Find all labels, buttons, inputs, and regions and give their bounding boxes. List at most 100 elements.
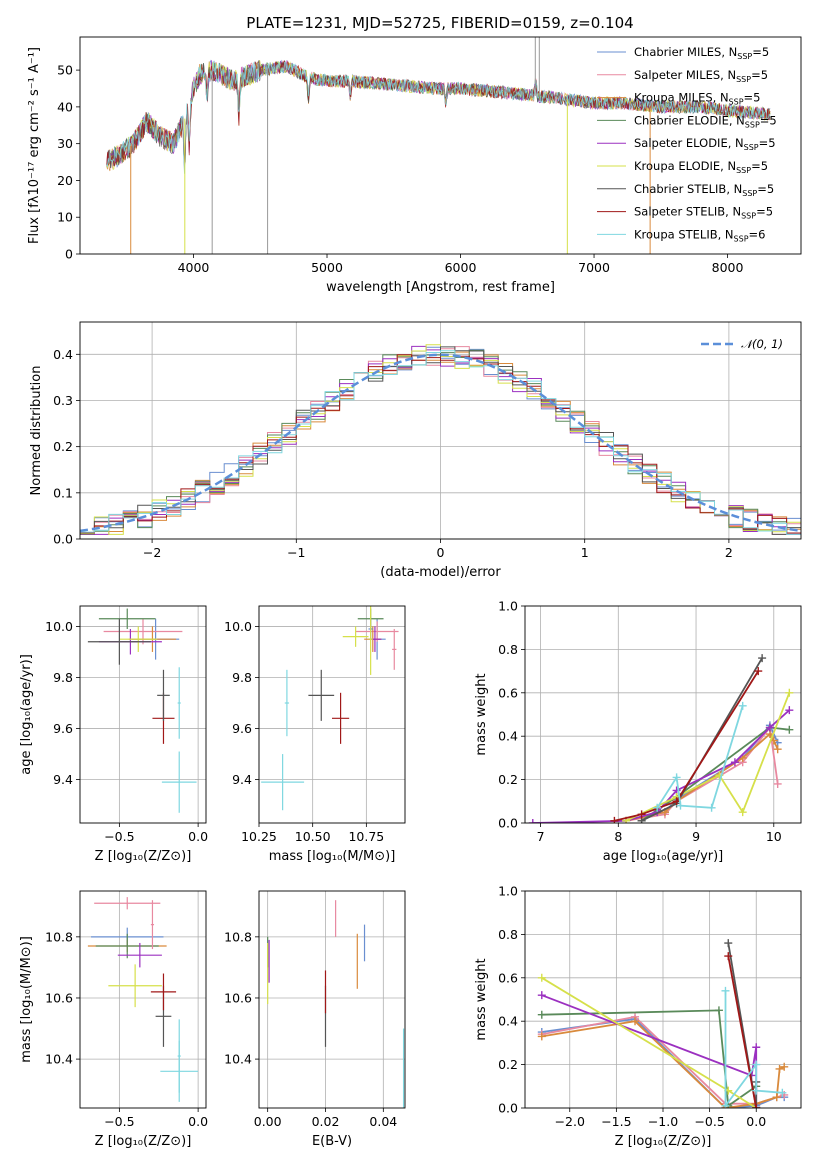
mass-weight-line [625,692,791,822]
y-axis-label: Normed distribution [29,366,44,496]
legend-count: =5 [752,45,769,59]
data-point-marker [537,1010,546,1019]
x-tick-label: −1.0 [648,1114,678,1129]
y-tick-label: 30 [57,136,73,151]
legend-label: Kroupa MILES, N [634,91,729,105]
legend-entry: Kroupa ELODIE, NSSP=5 [634,159,768,175]
data-point-marker [738,701,747,710]
y-tick-label: 10.4 [45,1052,73,1067]
data-point-marker [721,986,730,995]
axes-frame [79,321,802,540]
mass-weight-line [532,709,790,823]
data-point-marker [676,801,685,810]
axes-frame [79,890,207,1109]
legend-count: =5 [757,182,774,196]
y-tick-label: 0.2 [53,439,73,454]
plot-area [106,37,771,254]
legend-count: =5 [760,113,777,127]
plot-area [528,654,794,823]
x-tick-label: 0 [437,545,445,560]
y-tick-label: 0.2 [498,1057,518,1072]
data-point-marker [724,952,733,961]
y-axis-label: Flux [fλ10⁻¹⁷ erg cm⁻² s⁻¹ A⁻¹] [27,47,42,244]
histogram-step [80,346,801,535]
spectrum-line [106,61,771,174]
data-point-marker [610,816,619,823]
axes-frame [79,36,802,255]
axes-frame [524,890,802,1109]
y-tick-label: 1.0 [498,884,518,899]
x-tick-label: 10 [766,829,782,844]
x-axis-label: wavelength [Angstrom, rest frame] [326,280,555,295]
y-tick-label: 9.8 [232,670,252,685]
mass-weight-line [727,955,758,1108]
data-point-marker [780,1062,789,1071]
data-point-marker [785,706,794,715]
mass-weight-vs-z-panel: −2.0 −1.5 −1.0 −0.5 0.0 0.0 0.2 0.4 0.6 0.8 1.0 Z [… [474,884,802,1149]
x-tick-label: 0.0 [188,829,208,844]
y-tick-label: 9.4 [232,772,252,787]
x-tick-label: 4000 [178,260,210,275]
legend-count: =5 [751,159,768,173]
legend-count: =5 [756,205,773,219]
y-tick-label: 0.6 [498,685,518,700]
data-point-marker [758,654,767,663]
legend-label: Salpeter STELIB, N [634,205,741,219]
x-axis-label: mass [log₁₀(M/M⊙)] [269,849,396,864]
y-tick-label: 0 [65,247,73,262]
spectrum-panel: 4000 5000 6000 7000 8000 0 10 20 30 40 50 wavelengt… [27,36,802,295]
axes-frame [258,890,406,1109]
legend-label: Kroupa ELODIE, N [634,159,736,173]
data-point-marker [637,810,646,819]
legend-label: Chabrier ELODIE, N [634,113,745,127]
x-axis-label: age [log₁₀(age/yr)] [603,849,724,864]
x-tick-label: −0.5 [104,829,134,844]
legend-entry: Kroupa MILES, NSSP=5 [634,91,760,107]
x-tick-label: −1 [287,545,305,560]
data-point-marker [775,1064,784,1073]
legend-entry: Salpeter STELIB, NSSP=5 [634,205,773,221]
y-tick-label: 10.0 [45,619,73,634]
y-axis-label: mass [log₁₀(M/M⊙)] [19,936,34,1063]
x-tick-label: 0.00 [254,1114,282,1129]
y-tick-label: 10.8 [224,929,252,944]
x-tick-label: 0.0 [746,1114,766,1129]
legend-label: Chabrier STELIB, N [634,182,742,196]
x-tick-label: 7 [537,829,545,844]
mass-weight-line [541,1009,757,1108]
y-tick-label: 9.4 [53,772,73,787]
data-point-marker [528,819,537,823]
y-tick-label: 20 [57,173,73,188]
legend-subscript: SSP [744,143,759,152]
legend-entry: Salpeter MILES, NSSP=5 [634,68,768,84]
mass-weight-line [641,657,763,822]
data-point-marker [714,1006,723,1015]
x-tick-label: 2 [725,545,733,560]
data-point-marker [721,1101,730,1108]
data-point-marker [752,1104,761,1108]
mass-vs-z-panel: −0.5 0.0 10.4 10.6 10.8 Z [log₁₀(Z/Z⊙)] mass [… [19,890,208,1149]
x-tick-label: 9 [692,829,700,844]
x-tick-label: 6000 [445,260,477,275]
x-tick-label: 10.75 [348,829,384,844]
x-tick-label: 8 [614,829,622,844]
data-point-marker [707,803,716,812]
y-tick-label: 0.3 [53,393,73,408]
y-axis-label: mass weight [474,673,489,755]
x-axis-label: E(B-V) [312,1134,352,1149]
figure-title: PLATE=1231, MJD=52725, FIBERID=0159, z=0… [246,14,633,32]
data-point-marker [754,667,763,676]
x-tick-label: 8000 [712,260,744,275]
y-tick-label: 0.8 [498,642,518,657]
axes-frame [258,605,406,824]
legend-count: =6 [749,227,766,241]
y-tick-label: 0.1 [53,485,73,500]
data-point-marker [778,1088,787,1097]
mass-weight-vs-age-panel: 7 8 9 10 0.0 0.2 0.4 0.6 0.8 1.0 age [log₁₀(age/yr… [474,599,802,864]
y-tick-label: 50 [57,63,73,78]
y-tick-label: 40 [57,99,73,114]
plot-area [261,606,399,811]
y-axis-label: mass weight [474,958,489,1040]
y-tick-label: 10.6 [45,990,73,1005]
data-point-marker [773,745,782,754]
